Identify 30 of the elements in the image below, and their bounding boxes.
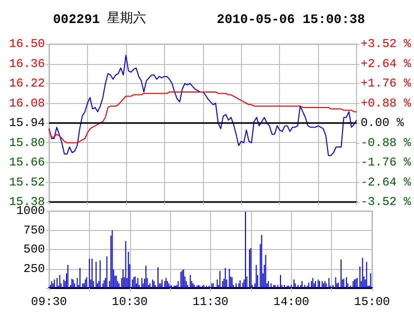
text: 2010-05-06 15:00:38: [216, 12, 366, 27]
y-tick-label: 750: [23, 223, 45, 238]
chart-title: 002291: [53, 12, 100, 27]
y2-tick-label: -3.52 %: [360, 195, 412, 209]
y-tick-label: 500: [23, 242, 45, 256]
x-tick-label: 09:30: [30, 295, 68, 309]
y2-tick-label: +0.88 %: [360, 96, 412, 110]
text: 星期六: [107, 11, 146, 26]
y2-tick-label: +1.76 %: [360, 76, 412, 90]
y-tick-label: 16.22: [8, 76, 45, 90]
y-tick-label: 16.08: [8, 96, 45, 110]
line-series: [48, 54, 358, 156]
line-series: [48, 91, 358, 144]
x-tick-label: 14:00: [273, 295, 310, 309]
x-tick-label: 11:30: [192, 295, 229, 309]
y-tick-label: 250: [23, 262, 45, 276]
y2-tick-label: -0.88 %: [360, 136, 412, 150]
y-tick-label: 15.94: [8, 116, 45, 130]
y-tick-label: 16.50: [8, 37, 45, 51]
y2-tick-label: -2.64 %: [360, 175, 412, 190]
y2-tick-label: -1.76 %: [360, 156, 412, 170]
x-tick-label: 15:00: [354, 295, 390, 309]
y-tick-label: 15.80: [8, 136, 45, 150]
y2-tick-label: 0.00 %: [360, 116, 405, 130]
y-tick-label: 16.36: [8, 56, 45, 71]
x-tick-label: 10:30: [112, 295, 148, 309]
y-tick-label: 15.52: [8, 175, 45, 190]
y2-tick-label: +3.52 %: [360, 37, 412, 51]
y-tick-label: 15.66: [8, 156, 45, 170]
y2-tick-label: +2.64 %: [360, 56, 412, 71]
